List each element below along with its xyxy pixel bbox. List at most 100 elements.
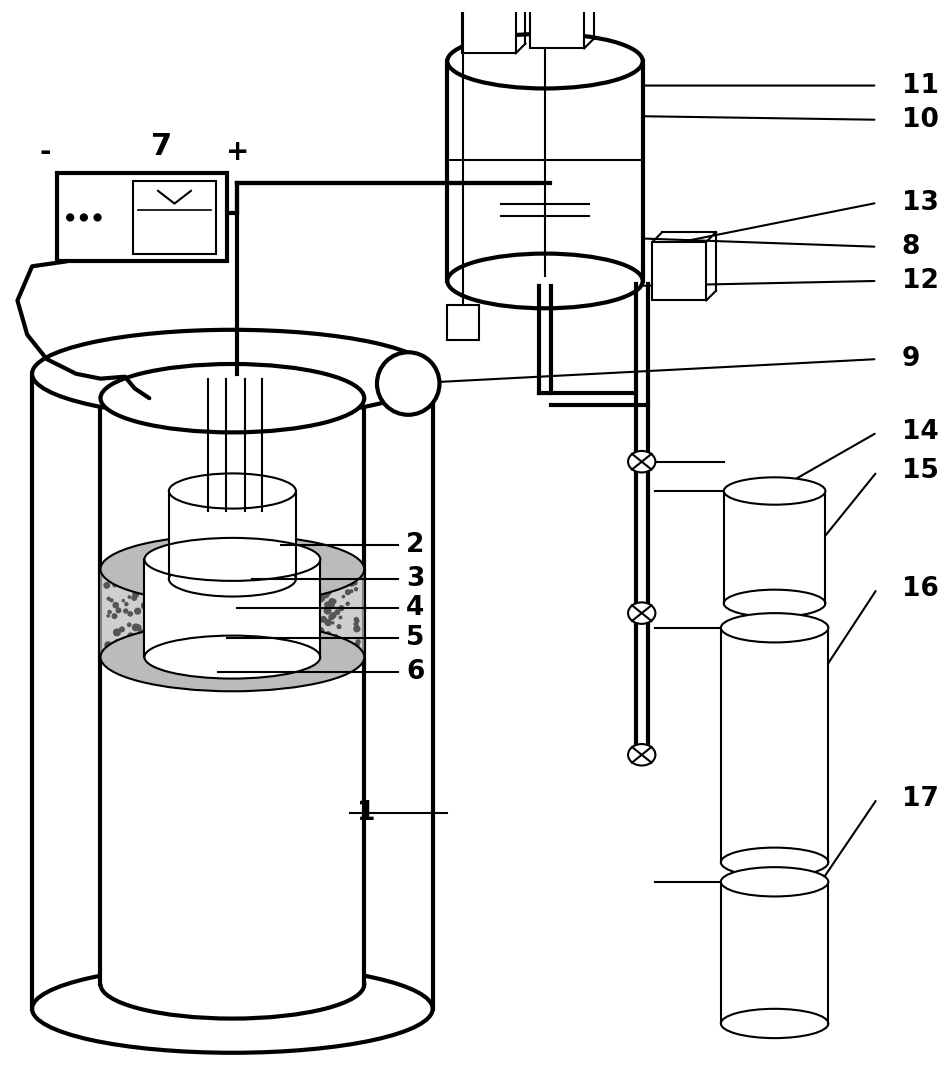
Circle shape	[241, 575, 246, 579]
Circle shape	[244, 570, 248, 574]
Circle shape	[165, 570, 169, 573]
Text: 2: 2	[406, 531, 425, 558]
Circle shape	[325, 607, 330, 614]
Circle shape	[141, 573, 144, 578]
Circle shape	[313, 651, 318, 656]
Circle shape	[272, 627, 276, 632]
Circle shape	[142, 603, 145, 607]
Circle shape	[341, 570, 347, 576]
Circle shape	[233, 602, 235, 604]
Circle shape	[218, 609, 223, 614]
Circle shape	[108, 598, 110, 600]
Circle shape	[356, 640, 360, 643]
Circle shape	[325, 573, 329, 577]
Circle shape	[113, 577, 120, 584]
Circle shape	[291, 604, 296, 609]
Ellipse shape	[724, 590, 825, 617]
Circle shape	[127, 633, 133, 638]
Text: 4: 4	[406, 595, 425, 621]
Text: 6: 6	[406, 658, 425, 685]
Circle shape	[143, 583, 149, 588]
Circle shape	[254, 624, 257, 626]
Circle shape	[164, 647, 167, 650]
Circle shape	[292, 635, 294, 637]
Circle shape	[223, 595, 229, 602]
Circle shape	[260, 569, 264, 573]
Circle shape	[150, 576, 155, 580]
Circle shape	[182, 609, 189, 616]
Circle shape	[279, 624, 285, 630]
Circle shape	[291, 585, 294, 588]
Circle shape	[298, 620, 302, 624]
Circle shape	[126, 644, 130, 649]
Circle shape	[198, 600, 203, 604]
Circle shape	[348, 580, 355, 586]
Circle shape	[231, 651, 235, 654]
Circle shape	[265, 609, 267, 611]
Circle shape	[247, 646, 253, 651]
Circle shape	[163, 652, 166, 654]
Circle shape	[177, 605, 180, 607]
Circle shape	[132, 624, 139, 631]
Text: 8: 8	[902, 234, 920, 259]
Circle shape	[110, 579, 112, 582]
Circle shape	[114, 640, 120, 646]
Circle shape	[239, 634, 243, 637]
Ellipse shape	[628, 744, 655, 765]
Circle shape	[211, 653, 215, 657]
Circle shape	[116, 608, 121, 612]
Circle shape	[194, 568, 198, 573]
Circle shape	[348, 576, 355, 583]
Circle shape	[227, 575, 232, 582]
Circle shape	[338, 650, 341, 653]
Circle shape	[315, 637, 318, 640]
Circle shape	[322, 584, 327, 589]
Circle shape	[124, 609, 127, 612]
Circle shape	[299, 624, 306, 631]
Circle shape	[186, 595, 192, 601]
Circle shape	[246, 649, 252, 654]
Circle shape	[140, 586, 143, 589]
Ellipse shape	[721, 867, 828, 896]
Circle shape	[261, 622, 264, 626]
Circle shape	[294, 652, 296, 655]
Circle shape	[157, 622, 160, 626]
Circle shape	[108, 646, 113, 651]
Ellipse shape	[32, 965, 432, 1053]
Circle shape	[117, 578, 123, 584]
Circle shape	[332, 655, 334, 657]
Circle shape	[237, 619, 239, 621]
Circle shape	[348, 576, 351, 579]
Circle shape	[104, 583, 110, 588]
Circle shape	[260, 619, 262, 622]
Bar	[32, 373, 432, 1008]
Circle shape	[283, 574, 286, 577]
Circle shape	[229, 649, 233, 652]
Circle shape	[228, 569, 231, 572]
Circle shape	[311, 631, 313, 634]
Circle shape	[326, 589, 331, 594]
Circle shape	[312, 624, 317, 630]
Circle shape	[212, 633, 219, 638]
Circle shape	[238, 569, 241, 571]
Text: 15: 15	[902, 459, 938, 484]
Bar	[724, 491, 825, 603]
Circle shape	[185, 618, 190, 622]
Circle shape	[167, 594, 173, 600]
Circle shape	[113, 630, 120, 636]
Circle shape	[143, 633, 147, 637]
Circle shape	[266, 639, 270, 643]
Circle shape	[354, 618, 358, 621]
Circle shape	[350, 590, 353, 592]
Circle shape	[297, 571, 304, 577]
Bar	[462, 0, 515, 53]
Circle shape	[243, 593, 247, 599]
Circle shape	[343, 640, 345, 642]
Circle shape	[296, 641, 302, 648]
Circle shape	[347, 642, 351, 646]
Ellipse shape	[628, 603, 655, 624]
Circle shape	[261, 619, 266, 623]
Circle shape	[251, 620, 256, 624]
Circle shape	[335, 635, 337, 637]
Circle shape	[143, 572, 149, 578]
